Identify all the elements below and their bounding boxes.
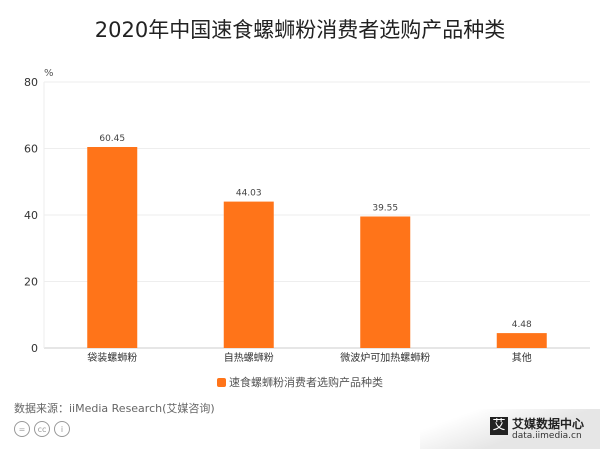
x-tick-label: 微波炉可加热螺蛳粉 (340, 351, 430, 364)
cc-icon: cc (34, 421, 50, 437)
legend-label: 速食螺蛳粉消费者选购产品种类 (229, 376, 383, 389)
bar (223, 201, 274, 348)
y-tick-label: 0 (31, 342, 38, 355)
y-tick-label: 60 (24, 143, 38, 156)
source-note: 数据来源：iiMedia Research(艾媒咨询) (14, 402, 215, 415)
y-tick-label: 40 (24, 209, 38, 222)
brand-logo: 艾 (490, 417, 508, 435)
chart-title: 2020年中国速食螺蛳粉消费者选购产品种类 (94, 18, 506, 42)
legend[interactable]: 速食螺蛳粉消费者选购产品种类 (0, 374, 600, 390)
y-axis-unit: % (44, 68, 54, 79)
x-tick-label: 自热螺蛳粉 (224, 351, 274, 364)
bar (360, 216, 411, 348)
x-tick-label: 其他 (512, 351, 532, 364)
data-label: 60.45 (99, 134, 125, 144)
x-tick-label: 袋装螺蛳粉 (87, 351, 137, 364)
bar (87, 147, 138, 348)
cc-by-icon: i (54, 421, 70, 437)
brand-watermark: 艾 艾媒数据中心 data.iimedia.cn (420, 409, 600, 449)
y-tick-label: 20 (24, 276, 38, 289)
brand-name: 艾媒数据中心 (512, 417, 585, 431)
license-icons: = cc i (14, 421, 70, 437)
legend-swatch (217, 378, 226, 387)
data-label: 44.03 (236, 189, 262, 199)
bar (496, 333, 547, 348)
y-tick-label: 80 (24, 76, 38, 89)
brand-url: data.iimedia.cn (512, 431, 582, 441)
cc-nd-icon: = (14, 421, 30, 437)
data-label: 4.48 (512, 320, 532, 330)
data-label: 39.55 (372, 203, 398, 213)
